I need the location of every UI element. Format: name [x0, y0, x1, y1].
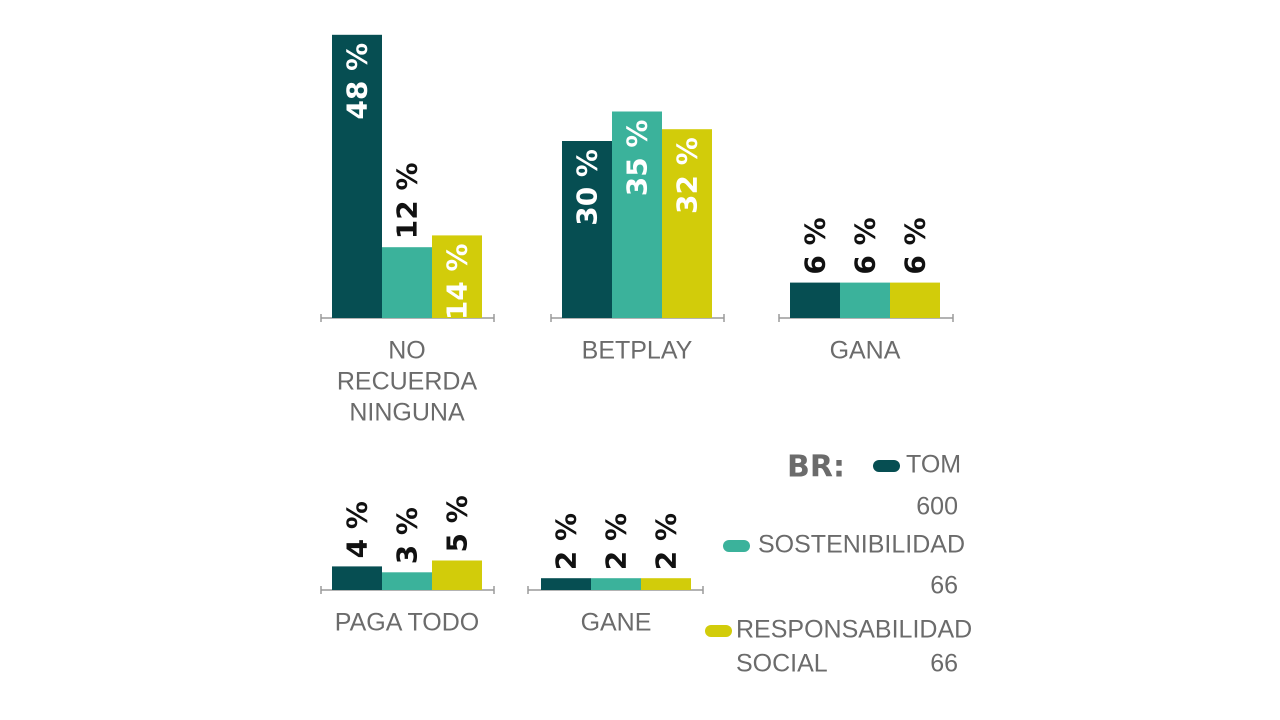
- legend-label: SOCIAL: [736, 650, 828, 678]
- value-label: 2 %: [600, 513, 633, 570]
- bar: [662, 129, 712, 318]
- value-label: 12 %: [391, 162, 424, 239]
- bar: [612, 111, 662, 318]
- bar: [332, 34, 382, 319]
- bar: [562, 141, 612, 318]
- value-label: 14 %: [441, 243, 474, 320]
- value-label: 6 %: [799, 217, 832, 274]
- category-label: BETPLAY: [582, 337, 693, 365]
- bar: [890, 282, 940, 318]
- legend-base-count: 66: [930, 572, 958, 600]
- category-label: GANA: [830, 337, 901, 365]
- value-label: 3 %: [391, 507, 424, 564]
- legend-base-count: 600: [916, 493, 958, 521]
- legend-label: TOM: [906, 451, 961, 479]
- bar: [591, 578, 641, 590]
- bar: [432, 560, 482, 590]
- bar: [332, 566, 382, 590]
- bar: [840, 282, 890, 318]
- category-label: RECUERDA: [337, 368, 478, 396]
- legend-marker: [723, 540, 750, 552]
- value-label: 32 %: [671, 137, 704, 214]
- value-label: 6 %: [899, 217, 932, 274]
- category-label: NO: [388, 337, 426, 365]
- bar: [641, 578, 691, 590]
- bar: [790, 282, 840, 318]
- category-label: PAGA TODO: [335, 609, 480, 637]
- legend-base-count: 66: [930, 650, 958, 678]
- bar: [432, 235, 482, 318]
- value-label: 35 %: [621, 120, 654, 197]
- value-label: 48 %: [341, 43, 374, 120]
- value-label: 30 %: [571, 149, 604, 226]
- value-label: 5 %: [441, 495, 474, 552]
- category-label: NINGUNA: [349, 399, 465, 427]
- value-label: 2 %: [550, 513, 583, 570]
- value-label: 4 %: [341, 501, 374, 558]
- bar: [382, 247, 432, 318]
- category-label: GANE: [581, 609, 652, 637]
- legend-title: BR:: [787, 450, 845, 485]
- bar: [541, 578, 591, 590]
- legend-label: RESPONSABILIDAD: [736, 616, 972, 644]
- bar: [382, 572, 432, 590]
- legend-marker: [705, 625, 732, 637]
- legend-marker: [873, 460, 900, 472]
- value-label: 2 %: [650, 513, 683, 570]
- value-label: 6 %: [849, 217, 882, 274]
- legend-label: SOSTENIBILIDAD: [758, 531, 965, 559]
